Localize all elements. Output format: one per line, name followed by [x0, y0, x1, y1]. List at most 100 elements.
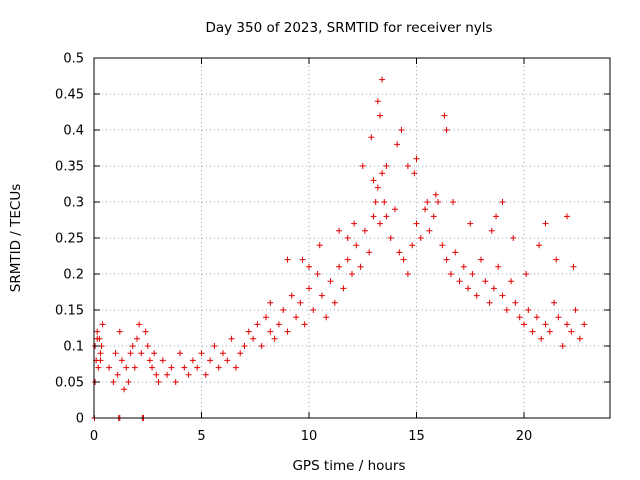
- data-point: [284, 328, 291, 335]
- data-point: [370, 213, 377, 220]
- data-point: [413, 220, 420, 227]
- data-point: [452, 249, 459, 256]
- data-point: [394, 141, 401, 148]
- data-point: [310, 307, 317, 313]
- data-point: [306, 263, 312, 270]
- data-point: [443, 127, 450, 133]
- y-tick-label: 0.15: [55, 304, 84, 319]
- data-point: [185, 371, 192, 378]
- data-point: [467, 220, 474, 227]
- data-point: [435, 199, 441, 205]
- data-point: [95, 364, 102, 371]
- data-point: [460, 263, 467, 270]
- data-point: [546, 328, 553, 335]
- data-point: [228, 335, 235, 342]
- data-point: [576, 335, 583, 342]
- data-point: [499, 292, 506, 299]
- data-point: [172, 379, 179, 385]
- data-point: [94, 335, 101, 342]
- data-points: [91, 76, 588, 421]
- data-point: [374, 98, 381, 105]
- data-point: [488, 227, 495, 234]
- data-point: [97, 357, 104, 364]
- data-point: [316, 242, 323, 249]
- data-point: [149, 364, 156, 371]
- data-point: [503, 307, 510, 313]
- data-point: [353, 242, 360, 249]
- data-point: [94, 328, 101, 335]
- data-point: [473, 292, 480, 299]
- data-point: [336, 263, 343, 270]
- data-point: [359, 163, 366, 169]
- data-point: [417, 235, 424, 241]
- data-point: [336, 227, 343, 234]
- data-point: [258, 343, 265, 349]
- y-tick-label: 0.05: [55, 376, 84, 391]
- data-point: [127, 350, 134, 357]
- data-point: [523, 271, 530, 277]
- data-point: [232, 364, 239, 371]
- data-point: [538, 335, 545, 342]
- data-point: [99, 321, 106, 328]
- data-point: [493, 213, 500, 220]
- data-point: [155, 379, 162, 385]
- y-tick-label: 0.45: [55, 88, 84, 103]
- data-point: [366, 249, 373, 256]
- data-point: [512, 299, 519, 306]
- data-point: [404, 163, 411, 169]
- data-point: [153, 371, 160, 378]
- data-point: [142, 328, 149, 335]
- data-point: [486, 299, 493, 306]
- y-axis-label: SRMTID / TECUs: [8, 184, 24, 292]
- data-point: [349, 271, 355, 277]
- data-point: [194, 364, 201, 371]
- data-point: [134, 335, 140, 342]
- data-point: [112, 350, 119, 357]
- data-point: [164, 371, 171, 378]
- x-tick-label: 20: [516, 429, 533, 444]
- data-point: [299, 256, 306, 263]
- data-point: [572, 307, 579, 313]
- data-point: [177, 350, 183, 357]
- data-point: [207, 357, 214, 364]
- data-point: [516, 314, 523, 321]
- data-point: [198, 350, 205, 357]
- data-point: [288, 292, 295, 299]
- data-point: [404, 271, 411, 277]
- data-point: [374, 184, 381, 191]
- data-point: [430, 213, 437, 220]
- gridlines: [94, 58, 610, 418]
- data-point: [422, 206, 429, 213]
- data-point: [116, 328, 123, 335]
- data-point: [447, 271, 454, 277]
- data-point: [551, 299, 558, 306]
- data-point: [570, 263, 577, 270]
- y-tick-label: 0.2: [63, 268, 84, 283]
- data-point: [331, 299, 338, 306]
- data-point: [581, 321, 588, 328]
- data-point: [138, 350, 145, 357]
- data-point: [478, 256, 484, 263]
- data-point: [118, 357, 125, 364]
- data-point: [383, 163, 390, 169]
- y-tick-label: 0.5: [63, 52, 84, 67]
- data-point: [241, 343, 248, 349]
- data-point: [110, 379, 117, 385]
- data-point: [361, 227, 368, 234]
- data-point: [564, 213, 570, 220]
- data-point: [254, 321, 261, 328]
- data-point: [387, 235, 394, 241]
- data-point: [490, 285, 497, 292]
- x-tick-label: 5: [197, 429, 205, 444]
- data-point: [181, 364, 188, 371]
- data-point: [510, 235, 517, 241]
- data-point: [372, 199, 379, 205]
- data-point: [465, 285, 472, 292]
- y-tick-label: 0.3: [63, 196, 84, 211]
- data-point: [376, 220, 383, 227]
- data-point: [168, 364, 175, 371]
- data-point: [284, 256, 291, 263]
- y-tick-label: 0.35: [55, 160, 84, 175]
